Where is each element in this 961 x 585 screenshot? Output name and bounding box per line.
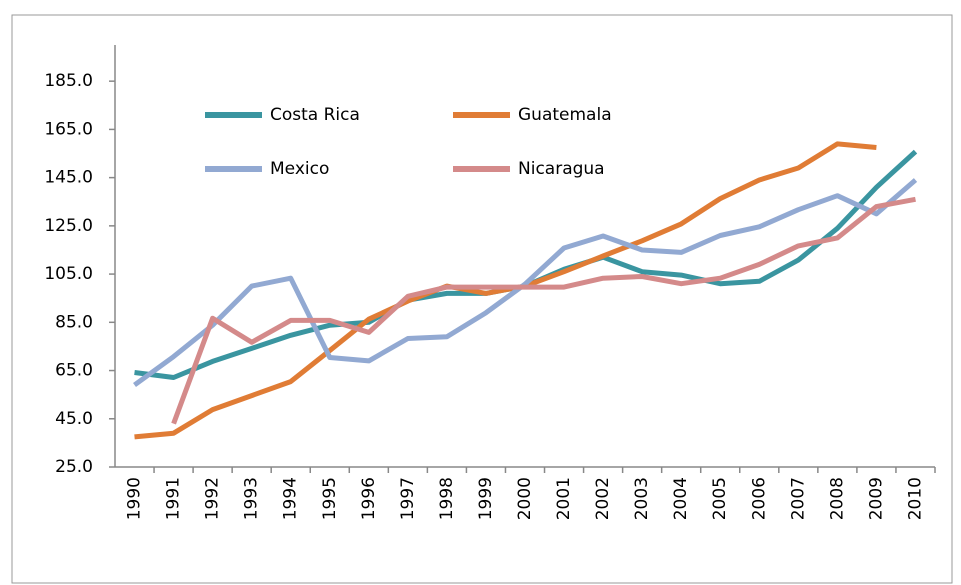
x-tick-label: 1990 — [125, 477, 145, 520]
y-tick-label: 165.0 — [44, 119, 93, 139]
y-tick-label: 65.0 — [55, 361, 93, 381]
x-tick-label: 2008 — [827, 477, 847, 520]
x-tick-label: 1993 — [242, 477, 262, 520]
legend-label: Guatemala — [518, 105, 612, 125]
x-tick-label: 2007 — [788, 477, 808, 520]
series-line — [134, 141, 877, 440]
x-tick-label: 1994 — [281, 477, 301, 520]
y-tick-label: 145.0 — [44, 168, 93, 188]
y-tick-label: 105.0 — [44, 264, 93, 284]
series-line — [133, 178, 918, 388]
chart-frame — [11, 14, 953, 584]
x-tick-label: 1998 — [437, 477, 457, 520]
x-tick-label: 2009 — [866, 477, 886, 520]
y-tick-label: 25.0 — [55, 457, 93, 477]
x-tick-label: 2002 — [593, 477, 613, 520]
x-tick-label: 2000 — [515, 477, 535, 520]
x-tick-label: 2004 — [671, 477, 691, 520]
legend-label: Costa Rica — [270, 105, 360, 125]
x-tick-label: 1997 — [398, 477, 418, 520]
y-tick-label: 125.0 — [44, 216, 93, 236]
series-line — [171, 196, 916, 425]
x-tick-label: 1992 — [203, 477, 223, 520]
x-tick-label: 1995 — [320, 477, 340, 520]
x-tick-label: 2001 — [554, 477, 574, 520]
y-tick-label: 85.0 — [55, 312, 93, 332]
x-tick-label: 2006 — [749, 477, 769, 520]
x-tick-label: 2010 — [905, 477, 925, 520]
legend-label: Mexico — [270, 159, 329, 179]
y-tick-label: 185.0 — [44, 71, 93, 91]
x-tick-label: 2005 — [710, 477, 730, 520]
x-tick-label: 1999 — [476, 477, 496, 520]
y-tick-label: 45.0 — [55, 409, 93, 429]
x-tick-label: 1991 — [164, 477, 184, 520]
x-tick-label: 2003 — [632, 477, 652, 520]
legend-label: Nicaragua — [518, 159, 605, 179]
x-tick-label: 1996 — [359, 477, 379, 520]
